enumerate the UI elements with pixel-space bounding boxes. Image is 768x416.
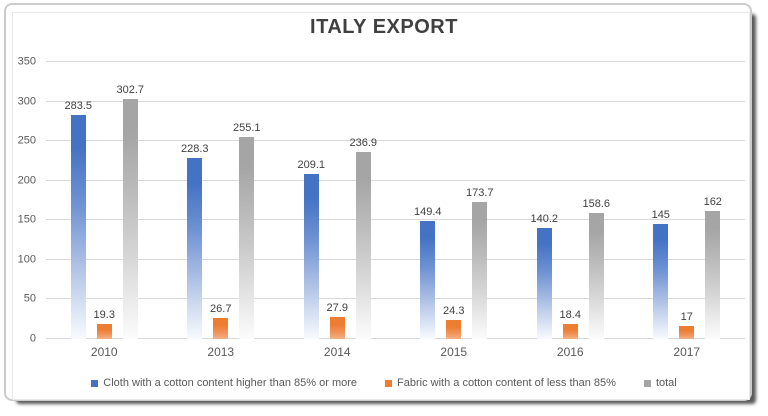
data-label-2013-series-2: 255.1: [232, 122, 261, 135]
gridline-50: [46, 298, 745, 300]
y-tick-label-200: 200: [17, 174, 36, 187]
data-label-2017-series-1: 17: [680, 310, 693, 323]
gridline-100: [46, 258, 745, 260]
x-tick-label-2013: 2013: [207, 345, 235, 359]
gridline-350: [46, 61, 745, 62]
bar-2014-series-1: 27.9: [327, 302, 348, 339]
gridline-300: [46, 100, 745, 102]
data-label-2014-series-0: 209.1: [297, 158, 326, 171]
legend-item-1: Fabric with a cotton content of less tha…: [385, 377, 616, 389]
data-label-2010-series-0: 283.5: [64, 99, 93, 112]
bar-2013-series-2: 255.1: [233, 122, 261, 339]
data-label-2010-series-1: 19.3: [93, 308, 115, 321]
data-label-2016-series-1: 18.4: [559, 309, 581, 322]
data-label-2017-series-2: 162: [703, 195, 722, 208]
y-tick-label-250: 250: [17, 134, 36, 147]
bar-group-2015: 149.4 24.3 173.7: [396, 62, 513, 339]
y-tick-label-150: 150: [17, 213, 36, 226]
gridline-250: [46, 140, 745, 142]
gridline-0: [46, 338, 745, 339]
bar-2010-series-0: 283.5: [64, 100, 92, 339]
bar-2013-series-1: 26.7: [210, 303, 231, 339]
bar-2017-series-2: 162: [704, 196, 722, 339]
bar-group-2013: 228.3 26.7 255.1: [163, 62, 280, 339]
bar-2016-series-2: 158.6: [582, 198, 610, 339]
data-label-2015-series-2: 173.7: [465, 186, 494, 199]
y-tick-label-350: 350: [17, 55, 36, 68]
legend-swatch-icon: [385, 379, 393, 387]
bar-2014-series-0: 209.1: [297, 159, 325, 339]
legend-item-0: Cloth with a cotton content higher than …: [91, 377, 357, 389]
legend-label: Fabric with a cotton content of less tha…: [397, 377, 616, 389]
x-tick-label-2010: 2010: [90, 345, 118, 359]
bar-2017-series-1: 17: [679, 311, 695, 339]
data-label-2016-series-0: 140.2: [530, 213, 559, 226]
data-label-2015-series-1: 24.3: [443, 304, 465, 317]
data-label-2014-series-2: 236.9: [349, 136, 378, 149]
gridline-150: [46, 219, 745, 221]
data-label-2014-series-1: 27.9: [326, 301, 348, 314]
y-tick-label-50: 50: [23, 292, 36, 305]
x-tick-label-2015: 2015: [440, 345, 468, 359]
data-label-2013-series-0: 228.3: [180, 143, 209, 156]
data-label-2017-series-0: 145: [651, 209, 670, 222]
bar-group-2017: 145 17 162: [629, 62, 746, 339]
x-tick-label-2014: 2014: [323, 345, 351, 359]
bar-group-2010: 283.5 19.3 302.7: [46, 62, 163, 339]
y-tick-label-0: 0: [29, 332, 36, 345]
chart-title: ITALY EXPORT: [310, 16, 458, 38]
y-tick-label-300: 300: [17, 95, 36, 108]
bar-group-2014: 209.1 27.9 236.9: [279, 62, 396, 339]
bar-2015-series-1: 24.3: [443, 305, 464, 339]
gridline-200: [46, 179, 745, 181]
bar-2010-series-1: 19.3: [94, 309, 115, 339]
legend: Cloth with a cotton content higher than …: [0, 377, 768, 389]
data-label-2013-series-1: 26.7: [210, 302, 232, 315]
bar-2015-series-0: 149.4: [414, 206, 442, 339]
bar-2016-series-1: 18.4: [560, 309, 581, 339]
bar-2010-series-2: 302.7: [116, 84, 144, 339]
bar-2017-series-0: 145: [652, 209, 670, 339]
legend-label: Cloth with a cotton content higher than …: [103, 377, 358, 389]
legend-label: total: [655, 377, 677, 389]
legend-swatch-icon: [91, 379, 99, 387]
legend-item-2: total: [643, 377, 677, 389]
y-axis-labels: 0 50 100 150 200 250 300 350: [0, 56, 40, 344]
x-tick-label-2017: 2017: [673, 345, 701, 359]
x-axis-labels: 2010 2013 2014 2015 2016 2017: [46, 345, 745, 359]
bar-2015-series-2: 173.7: [466, 187, 494, 339]
data-label-2010-series-2: 302.7: [116, 84, 145, 97]
bar-2016-series-0: 140.2: [530, 213, 558, 339]
plot-area: 283.5 19.3 302.7 228.3 26.7 255.1 209.1 27.9 236…: [46, 61, 745, 339]
legend-swatch-icon: [643, 379, 651, 387]
bar-2014-series-2: 236.9: [349, 137, 377, 339]
data-label-2016-series-2: 158.6: [582, 198, 611, 211]
x-tick-label-2016: 2016: [556, 345, 584, 359]
y-tick-label-100: 100: [17, 253, 36, 266]
bar-2013-series-0: 228.3: [181, 143, 209, 339]
plot-groups: 283.5 19.3 302.7 228.3 26.7 255.1 209.1 27.9 236…: [46, 62, 745, 339]
bar-group-2016: 140.2 18.4 158.6: [512, 62, 629, 339]
data-label-2015-series-0: 149.4: [413, 205, 442, 218]
